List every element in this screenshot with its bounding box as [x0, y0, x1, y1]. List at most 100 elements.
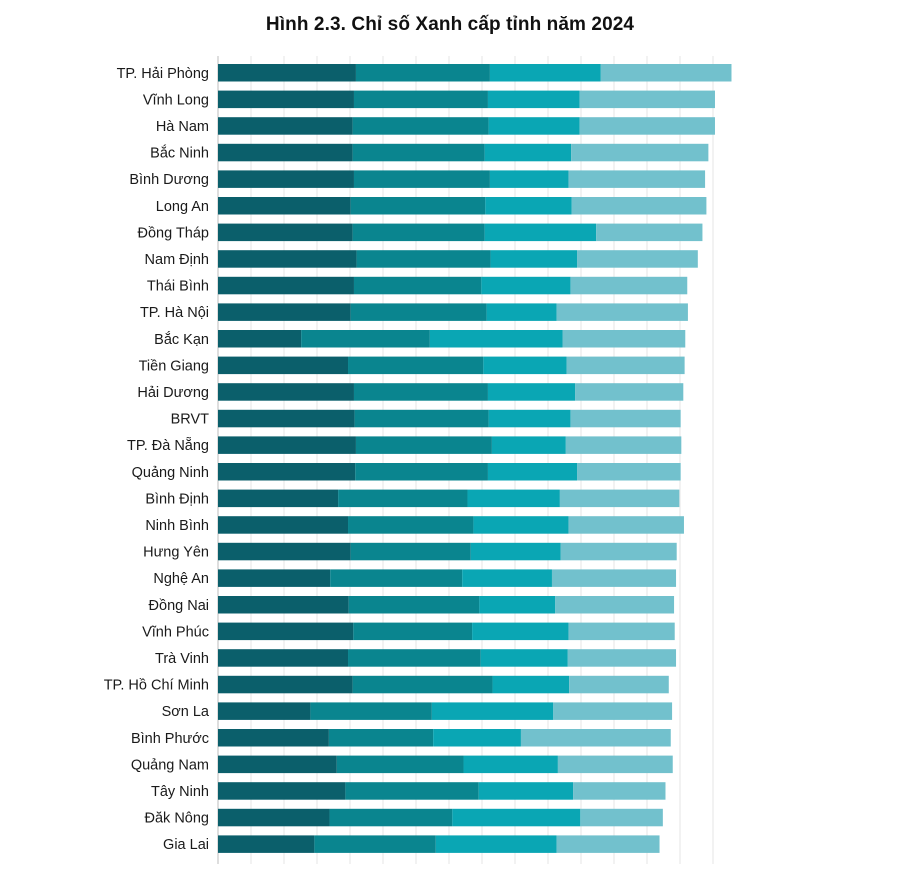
category-label: TP. Hải Phòng	[117, 66, 209, 82]
bar-segment-3	[487, 90, 580, 109]
bar-segment-1	[218, 542, 351, 561]
bar-segment-2	[353, 90, 488, 109]
bar-segment-4	[556, 835, 660, 853]
category-label: Đồng Nai	[149, 598, 209, 614]
bar-segment-1	[218, 383, 354, 401]
bar-segment-1	[218, 702, 311, 720]
category-label: Đăk Nông	[145, 811, 209, 827]
bar-segment-4	[570, 276, 688, 295]
bar-segment-1	[218, 409, 355, 428]
bar-segment-1	[218, 649, 349, 667]
bar-segment-2	[350, 303, 487, 321]
bar-segment-3	[485, 197, 572, 215]
category-label: Quảng Ninh	[132, 465, 209, 481]
category-label: Tây Ninh	[151, 784, 209, 800]
bar-segment-3	[452, 808, 581, 827]
bar-segment-2	[330, 569, 463, 587]
bar-segment-4	[559, 489, 680, 508]
bar-segment-3	[472, 622, 569, 641]
bar-segment-2	[353, 622, 473, 641]
bar-segment-1	[218, 170, 354, 188]
bar-segment-2	[352, 223, 485, 242]
bar-segment-2	[350, 542, 471, 561]
bar-segment-2	[350, 197, 486, 215]
category-label: Bắc Ninh	[150, 145, 209, 162]
bar-segment-3	[481, 276, 571, 295]
bar-segment-4	[596, 223, 703, 242]
bar-segment-2	[348, 516, 474, 534]
category-label: TP. Hồ Chí Minh	[104, 678, 209, 694]
bar-segment-2	[348, 356, 484, 375]
chart-title: Hình 2.3. Chỉ số Xanh cấp tỉnh năm 2024	[265, 14, 635, 35]
bar-segment-4	[551, 569, 677, 587]
bar-segment-3	[491, 436, 566, 454]
bar-segment-1	[218, 569, 331, 587]
bar-segment-4	[565, 436, 682, 454]
bar-segment-3	[484, 223, 597, 242]
bar-segment-3	[463, 755, 558, 774]
bar-segment-3	[470, 542, 561, 561]
bar-segment-4	[569, 675, 669, 694]
category-label: Gia Lai	[163, 837, 209, 853]
category-label: TP. Hà Nội	[140, 305, 209, 321]
category-label: Thái Bình	[147, 279, 209, 295]
category-label: TP. Đà Nẵng	[127, 437, 209, 454]
category-label: Sơn La	[162, 704, 210, 720]
bar-segment-4	[577, 463, 681, 481]
bar-segment-3	[489, 64, 601, 82]
bar-segment-2	[352, 143, 485, 162]
bar-segment-2	[353, 383, 488, 401]
bar-segment-1	[218, 516, 349, 534]
bar-segment-4	[560, 542, 677, 561]
bar-segment-1	[218, 90, 354, 109]
bar-segment-2	[348, 596, 480, 614]
bar-segment-2	[328, 729, 434, 747]
bar-segment-2	[348, 649, 481, 667]
bar-segment-3	[473, 516, 569, 534]
bar-segment-1	[218, 782, 346, 800]
bar-segment-4	[577, 250, 698, 268]
bar-segment-2	[338, 489, 468, 508]
bar-segment-3	[429, 330, 563, 348]
bar-segment-4	[562, 330, 686, 348]
bar-segment-4	[567, 649, 677, 667]
bar-segment-1	[218, 729, 329, 747]
bar-segment-2	[353, 276, 482, 295]
category-label: Bình Dương	[129, 172, 209, 188]
bar-segment-4	[580, 808, 663, 827]
bar-segment-1	[218, 143, 353, 162]
bar-segment-3	[488, 117, 580, 135]
bar-segment-4	[579, 117, 715, 135]
bar-segment-3	[484, 143, 572, 162]
bar-segment-1	[218, 675, 353, 694]
bar-segment-4	[571, 143, 709, 162]
bar-segment-2	[355, 463, 488, 481]
category-label: Vĩnh Phúc	[142, 624, 209, 640]
bar-segment-4	[556, 303, 688, 321]
bar-segment-2	[352, 117, 489, 135]
bar-segment-2	[345, 782, 479, 800]
bar-segment-4	[570, 409, 681, 428]
category-label: Trà Vinh	[155, 651, 209, 667]
bar-segment-3	[488, 409, 571, 428]
bar-segment-2	[354, 409, 489, 428]
bar-segment-4	[568, 516, 684, 534]
category-label: Ninh Bình	[145, 518, 209, 534]
bar-segment-3	[480, 649, 568, 667]
bar-segment-2	[355, 64, 490, 82]
bar-segment-1	[218, 197, 351, 215]
bar-segment-1	[218, 223, 353, 242]
bar-segment-2	[301, 330, 430, 348]
bar-segment-3	[435, 835, 557, 853]
bar-segment-3	[433, 729, 521, 747]
bar-segment-3	[483, 356, 567, 375]
bar-segment-2	[336, 755, 464, 774]
bar-segment-3	[492, 675, 570, 694]
bar-segment-3	[487, 383, 576, 401]
bar-segment-2	[355, 436, 492, 454]
bar-segment-3	[478, 782, 574, 800]
bar-segment-4	[573, 782, 666, 800]
bar-segment-3	[479, 596, 556, 614]
bar-segment-2	[353, 170, 490, 188]
